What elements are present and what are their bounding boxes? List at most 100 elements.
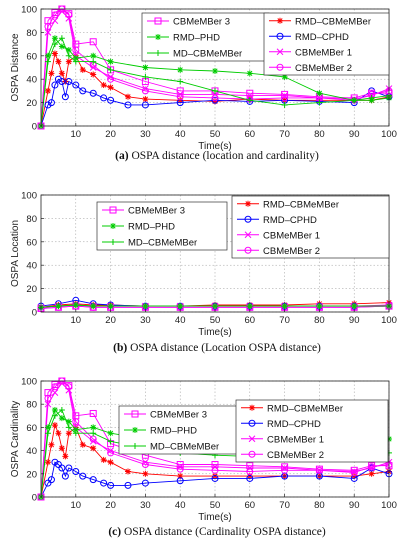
data-point-shape — [246, 462, 254, 470]
data-point-shape — [107, 58, 114, 65]
data-point — [142, 303, 149, 310]
data-point-shape — [44, 58, 51, 65]
data-point-shape — [51, 50, 58, 57]
legend-marker-shape — [244, 215, 252, 223]
data-point-shape — [65, 464, 73, 472]
data-point — [124, 101, 132, 109]
legend-marker — [248, 450, 256, 458]
data-point — [58, 445, 65, 452]
legend-entry: CBMeMBer 2 — [269, 63, 352, 74]
data-point-shape — [58, 35, 65, 42]
legend-marker — [248, 435, 256, 443]
data-point — [107, 58, 114, 65]
y-tick-label: 40 — [26, 446, 37, 457]
data-point — [89, 437, 97, 445]
legend-label: RMD–CBMeMBer — [295, 16, 371, 27]
data-point — [212, 87, 218, 94]
y-tick-label: 0 — [32, 493, 37, 504]
data-point-shape — [177, 78, 184, 85]
data-point-shape — [142, 470, 149, 477]
legend-marker-shape — [276, 48, 284, 56]
legend-marker — [131, 410, 139, 418]
data-point — [61, 472, 69, 480]
data-point-shape — [51, 81, 59, 89]
legend-entry: CBMeMBer 1 — [237, 230, 320, 241]
figure-caption: (a) OSPA distance (location and cardinal… — [115, 150, 319, 162]
data-point-shape — [55, 303, 62, 310]
data-point-shape — [47, 476, 55, 484]
data-point-shape — [90, 52, 97, 59]
data-point-shape — [211, 461, 219, 469]
legend-entry: CBMeMBer 1 — [269, 47, 352, 58]
data-point — [246, 474, 254, 482]
data-point-shape — [65, 78, 73, 86]
x-tick-label: 30 — [140, 315, 151, 326]
data-point — [107, 481, 115, 489]
data-point — [48, 441, 55, 448]
data-point-shape — [281, 94, 289, 102]
data-point — [72, 430, 79, 437]
data-point-shape — [107, 447, 114, 454]
data-point-shape — [125, 93, 131, 100]
data-point-shape — [316, 99, 323, 106]
legend-entry: RMD–CBMeMBer — [269, 16, 371, 27]
legend-marker-shape — [248, 450, 256, 458]
data-point — [58, 43, 65, 50]
series-line — [40, 380, 389, 498]
data-point — [51, 50, 58, 57]
x-tick-label: 10 — [71, 129, 82, 140]
data-point — [72, 301, 79, 308]
data-point-shape — [141, 101, 149, 109]
data-point-shape — [125, 468, 131, 475]
x-tick-label: 90 — [349, 315, 360, 326]
y-tick-label: 100 — [21, 5, 37, 16]
data-point — [44, 389, 52, 397]
data-point — [368, 470, 375, 477]
series-line — [40, 8, 389, 127]
x-tick-label: 80 — [314, 500, 325, 511]
data-point-shape — [124, 101, 132, 109]
legend-box — [263, 12, 390, 76]
data-point — [142, 73, 149, 80]
legend-right: RMD–CBMeMBer RMD–CPHD CBMeMBer 1 CBMeMBer 2 — [231, 195, 390, 259]
data-point — [54, 75, 62, 83]
data-point — [281, 463, 289, 471]
data-point-shape — [141, 479, 149, 487]
data-point-shape — [212, 473, 218, 480]
data-point — [65, 58, 72, 65]
data-point — [211, 474, 219, 482]
data-point — [107, 449, 115, 457]
data-point-shape — [79, 441, 86, 448]
data-point — [44, 430, 51, 437]
data-point — [107, 66, 114, 73]
legend-marker — [245, 200, 251, 207]
series-rmd-cphd — [37, 458, 393, 501]
data-point — [176, 461, 184, 469]
caption-letter: (c) — [108, 526, 121, 538]
x-tick-label: 60 — [245, 129, 256, 140]
data-point-shape — [72, 301, 79, 308]
data-point-shape — [100, 94, 108, 102]
legend-entry: RMD–CPHD — [237, 215, 317, 226]
x-tick-label: 20 — [105, 500, 116, 511]
data-point — [368, 462, 376, 470]
data-point — [51, 458, 59, 466]
data-point-shape — [58, 445, 65, 452]
legend-label: RMD–CPHD — [263, 215, 317, 226]
legend-left: CBMeMBer 3 RMD–PHD MD–CBMeMBer — [118, 405, 250, 455]
data-point-shape — [44, 459, 51, 466]
data-point-shape — [351, 303, 358, 310]
data-point-shape — [65, 52, 72, 59]
data-point-shape — [316, 303, 323, 310]
x-axis-label: Time(s) — [198, 327, 232, 338]
data-point-shape — [72, 55, 79, 62]
data-point — [177, 473, 184, 480]
legend-entry: CBMeMBer 2 — [241, 450, 324, 461]
data-point — [316, 303, 323, 310]
y-axis-label: OSPA Cardinality — [10, 401, 21, 478]
data-point — [107, 303, 114, 310]
data-point-shape — [211, 94, 219, 102]
data-point — [246, 303, 253, 310]
data-point — [142, 64, 149, 71]
data-point-shape — [316, 90, 323, 97]
